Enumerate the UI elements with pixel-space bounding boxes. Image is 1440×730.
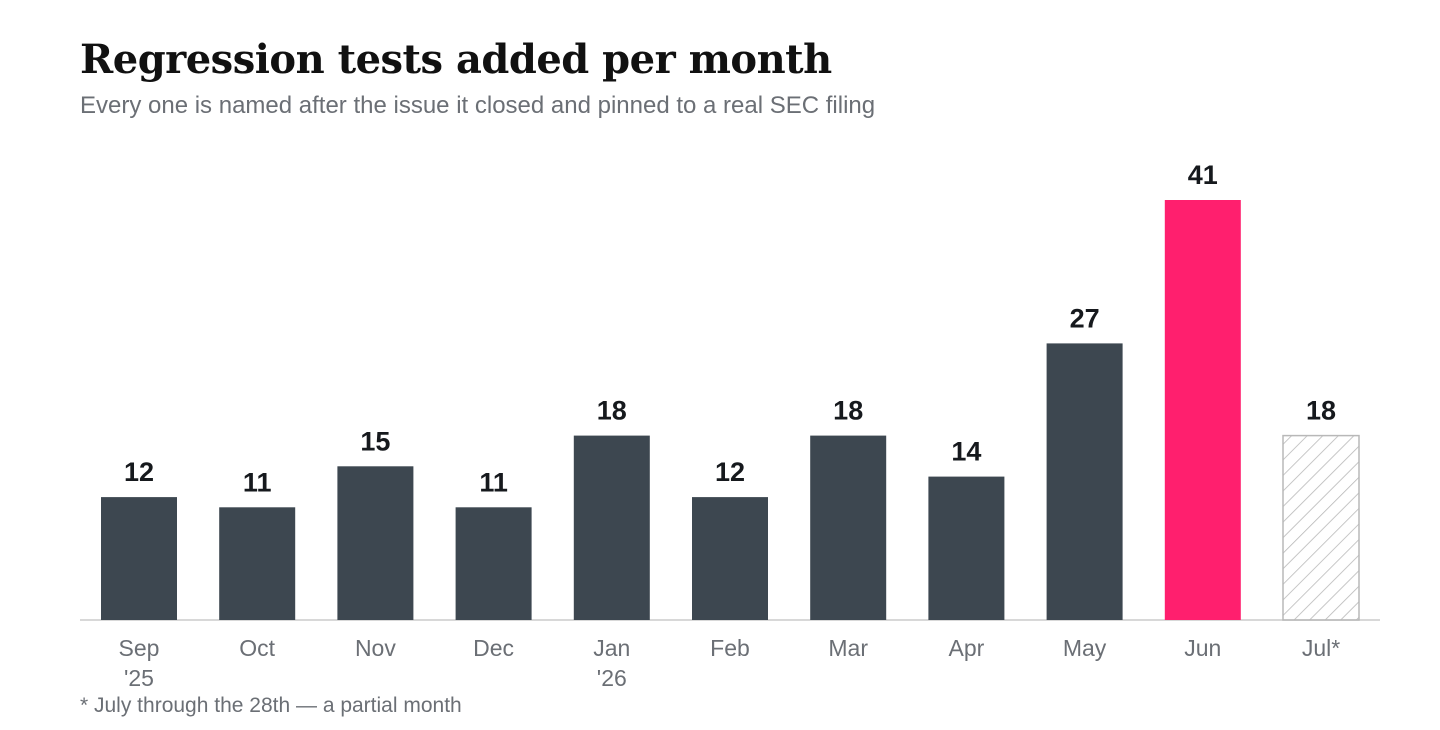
x-tick-label: May xyxy=(1063,635,1107,661)
chart-footnote: * July through the 28th — a partial mont… xyxy=(80,694,462,717)
value-label: 15 xyxy=(360,426,390,456)
value-label: 12 xyxy=(124,457,154,487)
bar-dec xyxy=(455,507,532,620)
x-tick-label: Sep xyxy=(119,635,160,661)
bar-nov xyxy=(337,466,414,620)
x-tick-label: Jan xyxy=(593,635,630,661)
value-label: 18 xyxy=(597,396,627,426)
chart-title: Regression tests added per month xyxy=(80,36,832,83)
x-tick-label: Jul* xyxy=(1302,635,1340,661)
chart-subtitle: Every one is named after the issue it cl… xyxy=(80,92,876,119)
x-tick-label: Oct xyxy=(239,635,275,661)
x-tick-label: Apr xyxy=(949,635,985,661)
value-label: 41 xyxy=(1188,160,1218,190)
value-label: 11 xyxy=(243,467,272,497)
bar-sep xyxy=(101,497,177,620)
x-tick-label: '26 xyxy=(597,665,627,691)
value-label: 18 xyxy=(1306,396,1336,426)
bar-mar xyxy=(810,435,887,620)
x-tick-label: '25 xyxy=(124,665,154,691)
bar-jan xyxy=(573,435,650,620)
bar-may xyxy=(1046,343,1123,620)
value-label: 12 xyxy=(715,457,745,487)
x-tick-label: Mar xyxy=(828,635,868,661)
x-tick-label: Dec xyxy=(473,635,514,661)
x-tick-label: Jun xyxy=(1184,635,1221,661)
bar-oct xyxy=(219,507,296,620)
bar-feb xyxy=(692,497,768,620)
value-label: 18 xyxy=(833,396,863,426)
x-tick-label: Feb xyxy=(710,635,750,661)
bars-group xyxy=(101,200,1360,621)
bar-jul xyxy=(1282,434,1360,621)
value-label: 11 xyxy=(479,467,508,497)
x-tick-labels-group: Sep '25 Oct Nov Dec Jan '26 Feb Mar Apr May Jun Jul* xyxy=(119,635,1341,691)
value-label: 14 xyxy=(951,437,981,467)
value-label: 27 xyxy=(1070,303,1100,333)
bar-jun xyxy=(1164,200,1241,620)
x-tick-label: Nov xyxy=(355,635,396,661)
value-labels-group: 12 11 15 11 18 12 18 14 27 41 18 xyxy=(124,160,1336,497)
bar-apr xyxy=(928,476,1005,620)
